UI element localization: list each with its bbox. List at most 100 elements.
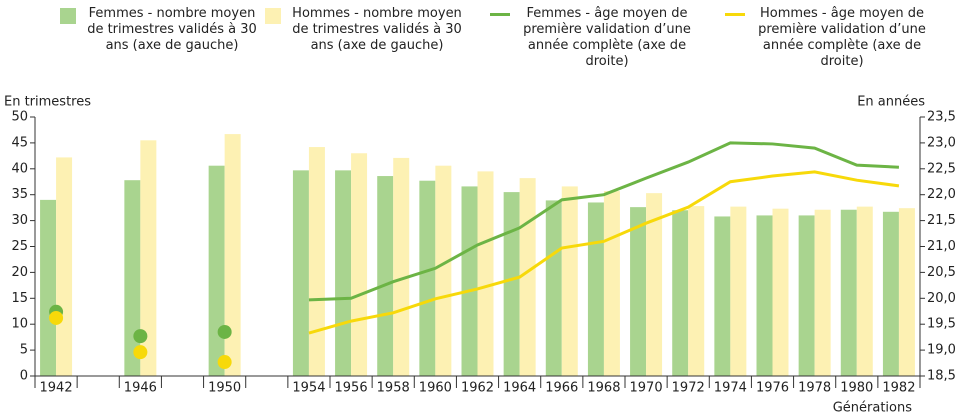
bar xyxy=(561,186,578,376)
bar xyxy=(140,140,157,376)
x-tick-label: 1958 xyxy=(377,381,410,396)
y-tick-label: 30 xyxy=(11,213,28,228)
legend-label: Femmes - âge moyen de première validatio… xyxy=(523,6,691,69)
bar xyxy=(603,191,620,376)
legend-label: Hommes - âge moyen de première validatio… xyxy=(758,6,926,69)
bar xyxy=(798,215,815,376)
legend-label: Hommes - nombre moyen de trimestres vali… xyxy=(292,6,462,53)
bar xyxy=(435,165,452,376)
bar xyxy=(419,180,436,376)
x-tick-label: 1950 xyxy=(208,381,241,396)
x-tick-label: 1970 xyxy=(630,381,663,396)
y2-tick-label: 23,0 xyxy=(927,135,956,150)
bar xyxy=(688,206,705,376)
bar xyxy=(461,186,478,376)
y2-tick-label: 21,0 xyxy=(927,239,956,254)
legend-swatch xyxy=(490,13,510,16)
bar xyxy=(545,200,562,376)
y-tick-label: 50 xyxy=(11,110,28,125)
bar xyxy=(714,216,731,376)
y-tick-label: 0 xyxy=(20,369,28,384)
bar xyxy=(351,153,368,376)
y2-tick-label: 22,0 xyxy=(927,187,956,202)
legend-item: Femmes - âge moyen de première validatio… xyxy=(490,6,702,70)
bar xyxy=(587,202,604,376)
legend-swatch xyxy=(265,8,281,24)
line-point xyxy=(49,310,64,325)
line-point xyxy=(133,345,148,360)
bar xyxy=(856,206,873,376)
x-axis-label: Générations xyxy=(833,401,913,416)
bar xyxy=(519,178,536,376)
x-tick-label: 1966 xyxy=(545,381,578,396)
line-point xyxy=(217,355,232,370)
legend-swatch xyxy=(725,13,745,16)
bar xyxy=(772,208,789,376)
line-point xyxy=(133,329,148,344)
y2-tick-label: 21,5 xyxy=(927,213,956,228)
legend-label: Femmes - nombre moyen de trimestres vali… xyxy=(87,6,257,53)
y2-tick-label: 20,5 xyxy=(927,265,956,280)
y-tick-label: 5 xyxy=(20,343,28,358)
bar xyxy=(308,147,325,376)
y-tick-label: 15 xyxy=(11,291,28,306)
bar xyxy=(124,180,141,376)
x-tick-label: 1976 xyxy=(756,381,789,396)
x-tick-label: 1964 xyxy=(503,381,536,396)
legend-item: Femmes - nombre moyen de trimestres vali… xyxy=(60,6,262,54)
line-point xyxy=(217,324,232,339)
bar xyxy=(208,165,225,376)
y2-axis-label: En années xyxy=(857,95,925,110)
x-tick-label: 1946 xyxy=(124,381,157,396)
bar xyxy=(377,176,394,376)
y2-tick-label: 23,5 xyxy=(927,110,956,125)
x-tick-label: 1954 xyxy=(292,381,325,396)
bar xyxy=(730,206,747,376)
y-tick-label: 45 xyxy=(11,135,28,150)
y2-tick-label: 18,5 xyxy=(927,369,956,384)
x-tick-label: 1978 xyxy=(798,381,831,396)
legend-swatch xyxy=(60,8,76,24)
bar xyxy=(672,210,689,376)
bar xyxy=(56,157,73,376)
x-tick-label: 1968 xyxy=(587,381,620,396)
bar xyxy=(335,170,352,376)
x-tick-label: 1960 xyxy=(419,381,452,396)
y-tick-label: 35 xyxy=(11,187,28,202)
y-tick-label: 10 xyxy=(11,317,28,332)
x-tick-label: 1962 xyxy=(461,381,494,396)
bar xyxy=(630,207,647,376)
bar xyxy=(898,208,915,376)
x-tick-label: 1972 xyxy=(672,381,705,396)
x-tick-label: 1956 xyxy=(335,381,368,396)
bar xyxy=(503,192,520,376)
bar xyxy=(756,215,773,376)
bar xyxy=(224,134,241,376)
legend-item: Hommes - âge moyen de première validatio… xyxy=(725,6,937,70)
y-tick-label: 20 xyxy=(11,265,28,280)
y2-tick-label: 19,5 xyxy=(927,317,956,332)
y-tick-label: 25 xyxy=(11,239,28,254)
y-axis-label: En trimestres xyxy=(4,95,91,110)
bar xyxy=(646,193,663,376)
x-tick-label: 1974 xyxy=(714,381,747,396)
legend-item: Hommes - nombre moyen de trimestres vali… xyxy=(265,6,467,54)
line xyxy=(308,141,900,302)
bar xyxy=(292,170,309,376)
bar xyxy=(840,209,857,376)
x-tick-label: 1942 xyxy=(40,381,73,396)
y2-tick-label: 19,0 xyxy=(927,343,956,358)
bar xyxy=(814,209,831,376)
bar xyxy=(882,211,899,376)
x-tick-label: 1982 xyxy=(882,381,915,396)
line xyxy=(308,170,900,335)
bar xyxy=(40,199,57,376)
y2-tick-label: 22,5 xyxy=(927,161,956,176)
x-tick-label: 1980 xyxy=(840,381,873,396)
bar xyxy=(393,157,410,376)
bar xyxy=(477,171,494,376)
y2-tick-label: 20,0 xyxy=(927,291,956,306)
y-tick-label: 40 xyxy=(11,161,28,176)
